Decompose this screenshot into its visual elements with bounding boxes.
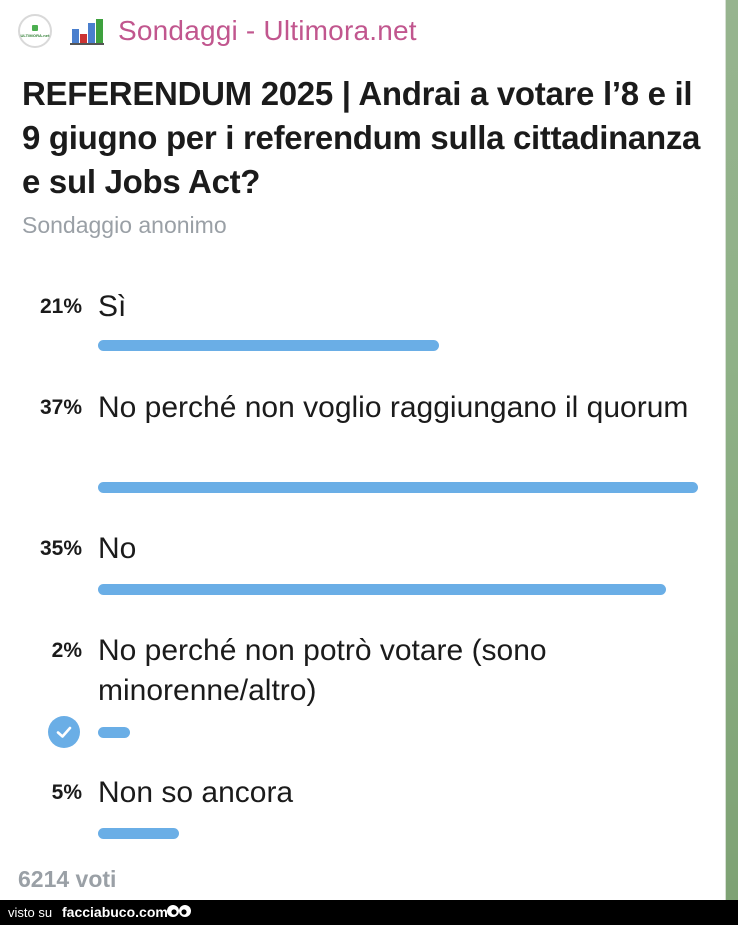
poll-question: REFERENDUM 2025 | Andrai a votare l’8 e … — [22, 75, 701, 200]
chat-background-strip — [725, 0, 738, 900]
watermark-footer: visto su facciabuco.com — [0, 900, 738, 925]
poll-type-label: Sondaggio anonimo — [22, 212, 227, 238]
option-result-bar — [98, 727, 130, 738]
channel-name[interactable]: Sondaggi - Ultimora.net — [118, 15, 417, 46]
poll-message-card: ULTIMORA.net Sondaggi - Ultimora.net REF… — [18, 8, 701, 892]
watermark-prefix: visto su — [8, 905, 53, 920]
option-percent: 37% — [39, 396, 82, 419]
avatar-logo-icon — [32, 24, 38, 31]
vote-count[interactable]: 6214 voti — [18, 866, 117, 892]
option-label: Non so ancora — [98, 776, 294, 809]
selected-check-icon — [48, 716, 80, 748]
option-result-bar — [98, 482, 698, 493]
option-label: No perché non potrò votare (sono minoren… — [98, 634, 547, 707]
avatar-logo-text: ULTIMORA.net — [20, 32, 50, 38]
option-label: Sì — [98, 290, 127, 323]
option-percent: 35% — [39, 537, 82, 560]
channel-header: ULTIMORA.net Sondaggi - Ultimora.net — [18, 8, 417, 54]
option-result-bar — [98, 584, 666, 595]
option-percent: 2% — [51, 639, 82, 662]
channel-avatar[interactable]: ULTIMORA.net — [18, 14, 52, 48]
option-result-bar — [98, 340, 439, 351]
option-label: No perché non voglio raggiungano il quor… — [98, 391, 689, 424]
option-label: No — [98, 532, 137, 565]
eyes-logo-icon — [166, 903, 192, 929]
option-percent: 21% — [39, 295, 82, 318]
option-result-bar — [98, 828, 179, 839]
watermark-site: facciabuco.com — [62, 904, 168, 920]
bar-chart-icon — [70, 14, 104, 48]
option-percent: 5% — [51, 781, 82, 804]
